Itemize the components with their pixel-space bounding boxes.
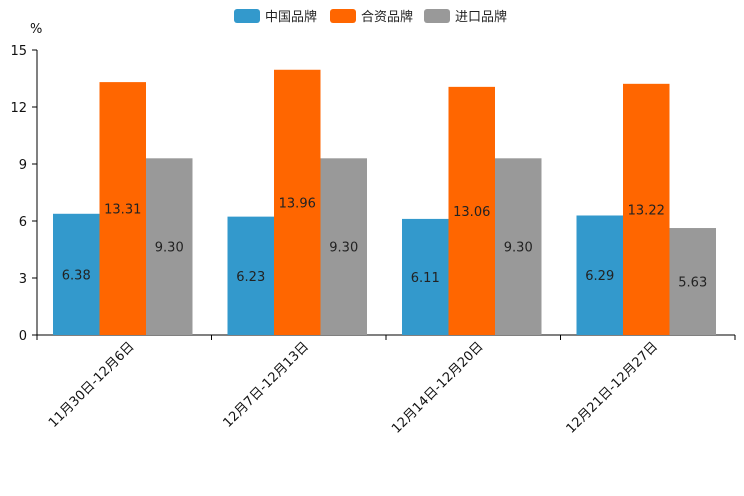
legend-item[interactable]: 合资品牌 [330,9,413,25]
y-axis-unit-label: % [30,22,42,37]
bar-value-label: 6.23 [236,270,265,285]
bar-value-label: 13.06 [453,205,490,220]
bar [320,158,367,335]
y-tick-label: 0 [19,329,27,344]
legend: 中国品牌 合资品牌 进口品牌 [234,9,507,25]
bar-value-label: 13.96 [279,196,316,211]
bar [495,158,542,335]
y-tick-label: 3 [19,272,27,287]
legend-label: 进口品牌 [455,9,507,25]
bar [99,82,146,335]
bar-value-label: 6.29 [585,269,614,284]
y-tick-label: 15 [10,44,27,59]
x-category-label: 12月21日-12月27日 [564,339,661,436]
value-labels: 6.38 6.23 6.11 6.29 13.31 13.96 13.06 13.22 9.30… [62,196,707,290]
legend-label: 中国品牌 [265,9,317,25]
bar [623,83,670,335]
x-category-label: 12月7日-12月13日 [220,339,312,431]
y-tick-label: 9 [19,158,27,173]
bar-value-label: 9.30 [155,241,184,256]
legend-item[interactable]: 中国品牌 [234,9,317,25]
bar [402,218,449,335]
y-axis: 0 3 6 9 12 15 [10,44,38,344]
bar [669,228,716,335]
bar [274,69,321,335]
bar [448,86,495,335]
bars [53,69,716,335]
legend-swatch [234,9,260,23]
bar [576,215,623,335]
bar-value-label: 9.30 [504,241,533,256]
bar-value-label: 13.22 [628,203,665,218]
bar [146,158,193,335]
legend-item[interactable]: 进口品牌 [424,9,507,25]
bar-value-label: 6.38 [62,268,91,283]
legend-label: 合资品牌 [361,9,413,25]
bar-value-label: 5.63 [678,276,707,291]
y-tick-label: 12 [10,101,27,116]
y-tick-label: 6 [19,215,27,230]
bar [227,216,274,335]
bar-value-label: 9.30 [329,241,358,256]
bar [53,213,100,335]
x-axis: 11月30日-12月6日 12月7日-12月13日 12月14日-12月20日 12月… [36,334,736,437]
legend-swatch [424,9,450,23]
x-category-label: 11月30日-12月6日 [46,339,138,431]
legend-swatch [330,9,356,23]
bar-value-label: 6.11 [411,271,440,286]
x-category-label: 12月14日-12月20日 [389,339,486,436]
bar-value-label: 13.31 [104,203,141,218]
